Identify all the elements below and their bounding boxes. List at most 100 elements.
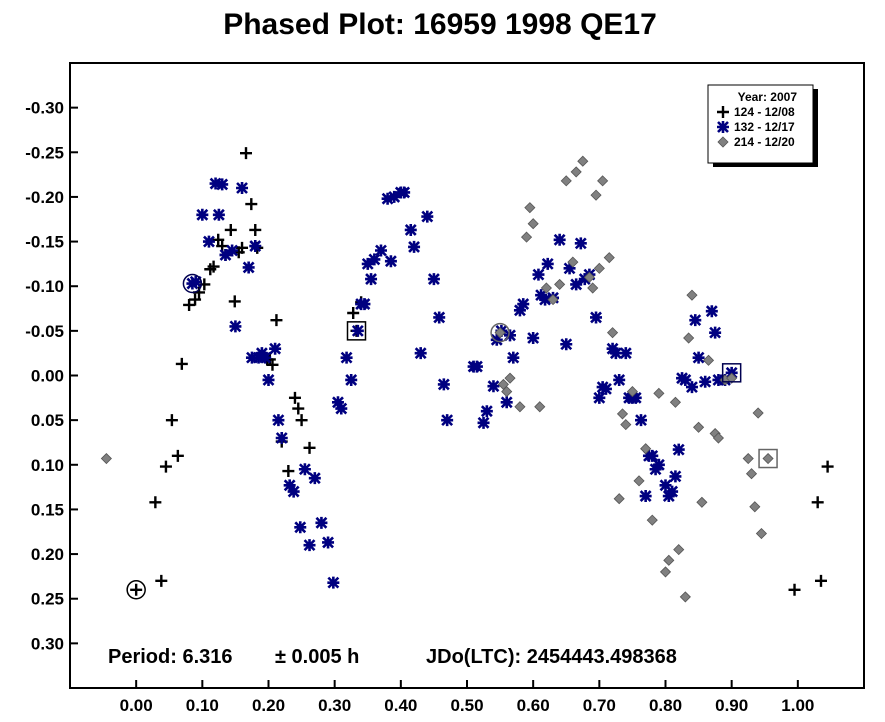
highlight-square <box>721 363 742 383</box>
points-layer <box>100 147 834 603</box>
data-point-132 <box>365 273 378 286</box>
data-point-124 <box>183 298 196 311</box>
data-point-132 <box>216 178 229 191</box>
data-point-214 <box>742 452 754 465</box>
data-point-132 <box>613 373 626 386</box>
y-tick-label: 0.20 <box>31 545 64 564</box>
data-point-132 <box>712 373 725 386</box>
data-point-132 <box>381 192 394 205</box>
data-point-132 <box>541 257 554 270</box>
data-point-214 <box>679 591 691 603</box>
period-error: ± 0.005 h <box>275 646 359 668</box>
data-point-132 <box>262 373 275 386</box>
data-point-124 <box>245 198 258 211</box>
data-point-214 <box>745 468 758 480</box>
data-point-132 <box>219 248 232 261</box>
data-point-132 <box>212 208 225 221</box>
data-point-214 <box>633 475 645 487</box>
data-point-124 <box>249 223 262 236</box>
data-point-132 <box>229 320 242 333</box>
data-point-124 <box>155 574 168 587</box>
data-point-132 <box>599 382 612 395</box>
data-point-132 <box>590 311 603 324</box>
data-point-132 <box>629 391 642 404</box>
data-point-132 <box>209 177 222 190</box>
data-point-132 <box>507 351 520 364</box>
data-point-132 <box>388 190 401 203</box>
x-tick-label: 0.90 <box>715 696 748 715</box>
data-point-132 <box>361 257 374 270</box>
data-point-124 <box>171 449 184 462</box>
data-point-124 <box>207 260 220 273</box>
data-point-132 <box>527 332 540 344</box>
y-tick-label: 0.30 <box>31 634 64 653</box>
data-point-124 <box>282 465 295 478</box>
data-point-132 <box>672 443 685 456</box>
data-point-132 <box>500 396 513 409</box>
legend-box <box>707 84 814 164</box>
data-point-132 <box>513 304 526 317</box>
y-tick-label: 0.15 <box>31 500 64 519</box>
data-point-214 <box>583 271 595 283</box>
legend-entry-132: 132 - 12/17 <box>734 120 795 134</box>
x-tick-label: 0.70 <box>583 696 616 715</box>
data-point-132 <box>283 479 296 492</box>
x-tick-label: 0.40 <box>384 696 417 715</box>
data-point-124 <box>788 583 801 596</box>
data-point-132 <box>404 223 417 236</box>
data-point-124 <box>149 496 162 509</box>
data-point-132 <box>487 380 500 393</box>
x-tick-label: 0.60 <box>517 696 550 715</box>
data-point-132 <box>374 244 387 257</box>
data-point-214 <box>686 289 698 301</box>
data-point-214 <box>755 527 768 540</box>
data-point-214 <box>607 327 619 339</box>
data-point-132 <box>639 490 652 503</box>
data-point-214 <box>534 401 546 413</box>
y-tick-label: -0.05 <box>25 322 64 341</box>
data-point-132 <box>532 268 545 281</box>
data-point-124 <box>224 223 237 236</box>
data-point-124 <box>295 414 308 427</box>
data-point-132 <box>358 298 371 311</box>
data-point-132 <box>570 278 583 291</box>
x-tick-label: 0.20 <box>252 696 285 715</box>
data-point-132 <box>331 396 344 409</box>
data-point-132 <box>669 470 682 483</box>
data-point-214 <box>590 189 602 201</box>
x-tick-label: 1.00 <box>781 696 814 715</box>
data-point-132 <box>294 521 307 534</box>
x-tick-label: 0.30 <box>318 696 351 715</box>
data-point-124 <box>212 233 225 246</box>
x-tick-label: 0.10 <box>186 696 219 715</box>
data-point-124 <box>814 574 827 587</box>
data-point-214 <box>540 282 552 294</box>
data-point-214 <box>712 432 724 444</box>
data-point-132 <box>652 458 665 471</box>
highlight-circle <box>126 580 146 600</box>
y-tick-label: 0.10 <box>31 456 64 475</box>
data-point-214 <box>702 354 715 366</box>
data-point-124 <box>165 414 178 427</box>
data-point-124 <box>175 357 188 370</box>
data-point-132 <box>245 351 258 364</box>
data-point-124 <box>266 358 279 371</box>
data-point-132 <box>345 373 358 386</box>
legend-entry-124: 124 - 12/08 <box>734 105 795 119</box>
data-point-132 <box>340 351 353 364</box>
data-point-132 <box>659 479 672 492</box>
y-tick-label: -0.25 <box>25 143 64 162</box>
data-point-132 <box>470 360 483 373</box>
data-point-124 <box>228 295 241 308</box>
data-point-214 <box>726 372 738 384</box>
annotations: Period: 6.316 ± 0.005 h JDo(LTC): 245444… <box>108 646 677 668</box>
highlight-circle <box>182 273 203 294</box>
x-tick-label: 0.50 <box>450 696 483 715</box>
data-point-214 <box>762 452 774 465</box>
y-tick-label: 0.25 <box>31 590 64 609</box>
data-point-214 <box>673 544 685 556</box>
legend-entry-214: 214 - 12/20 <box>734 135 795 149</box>
data-point-214 <box>696 496 708 508</box>
